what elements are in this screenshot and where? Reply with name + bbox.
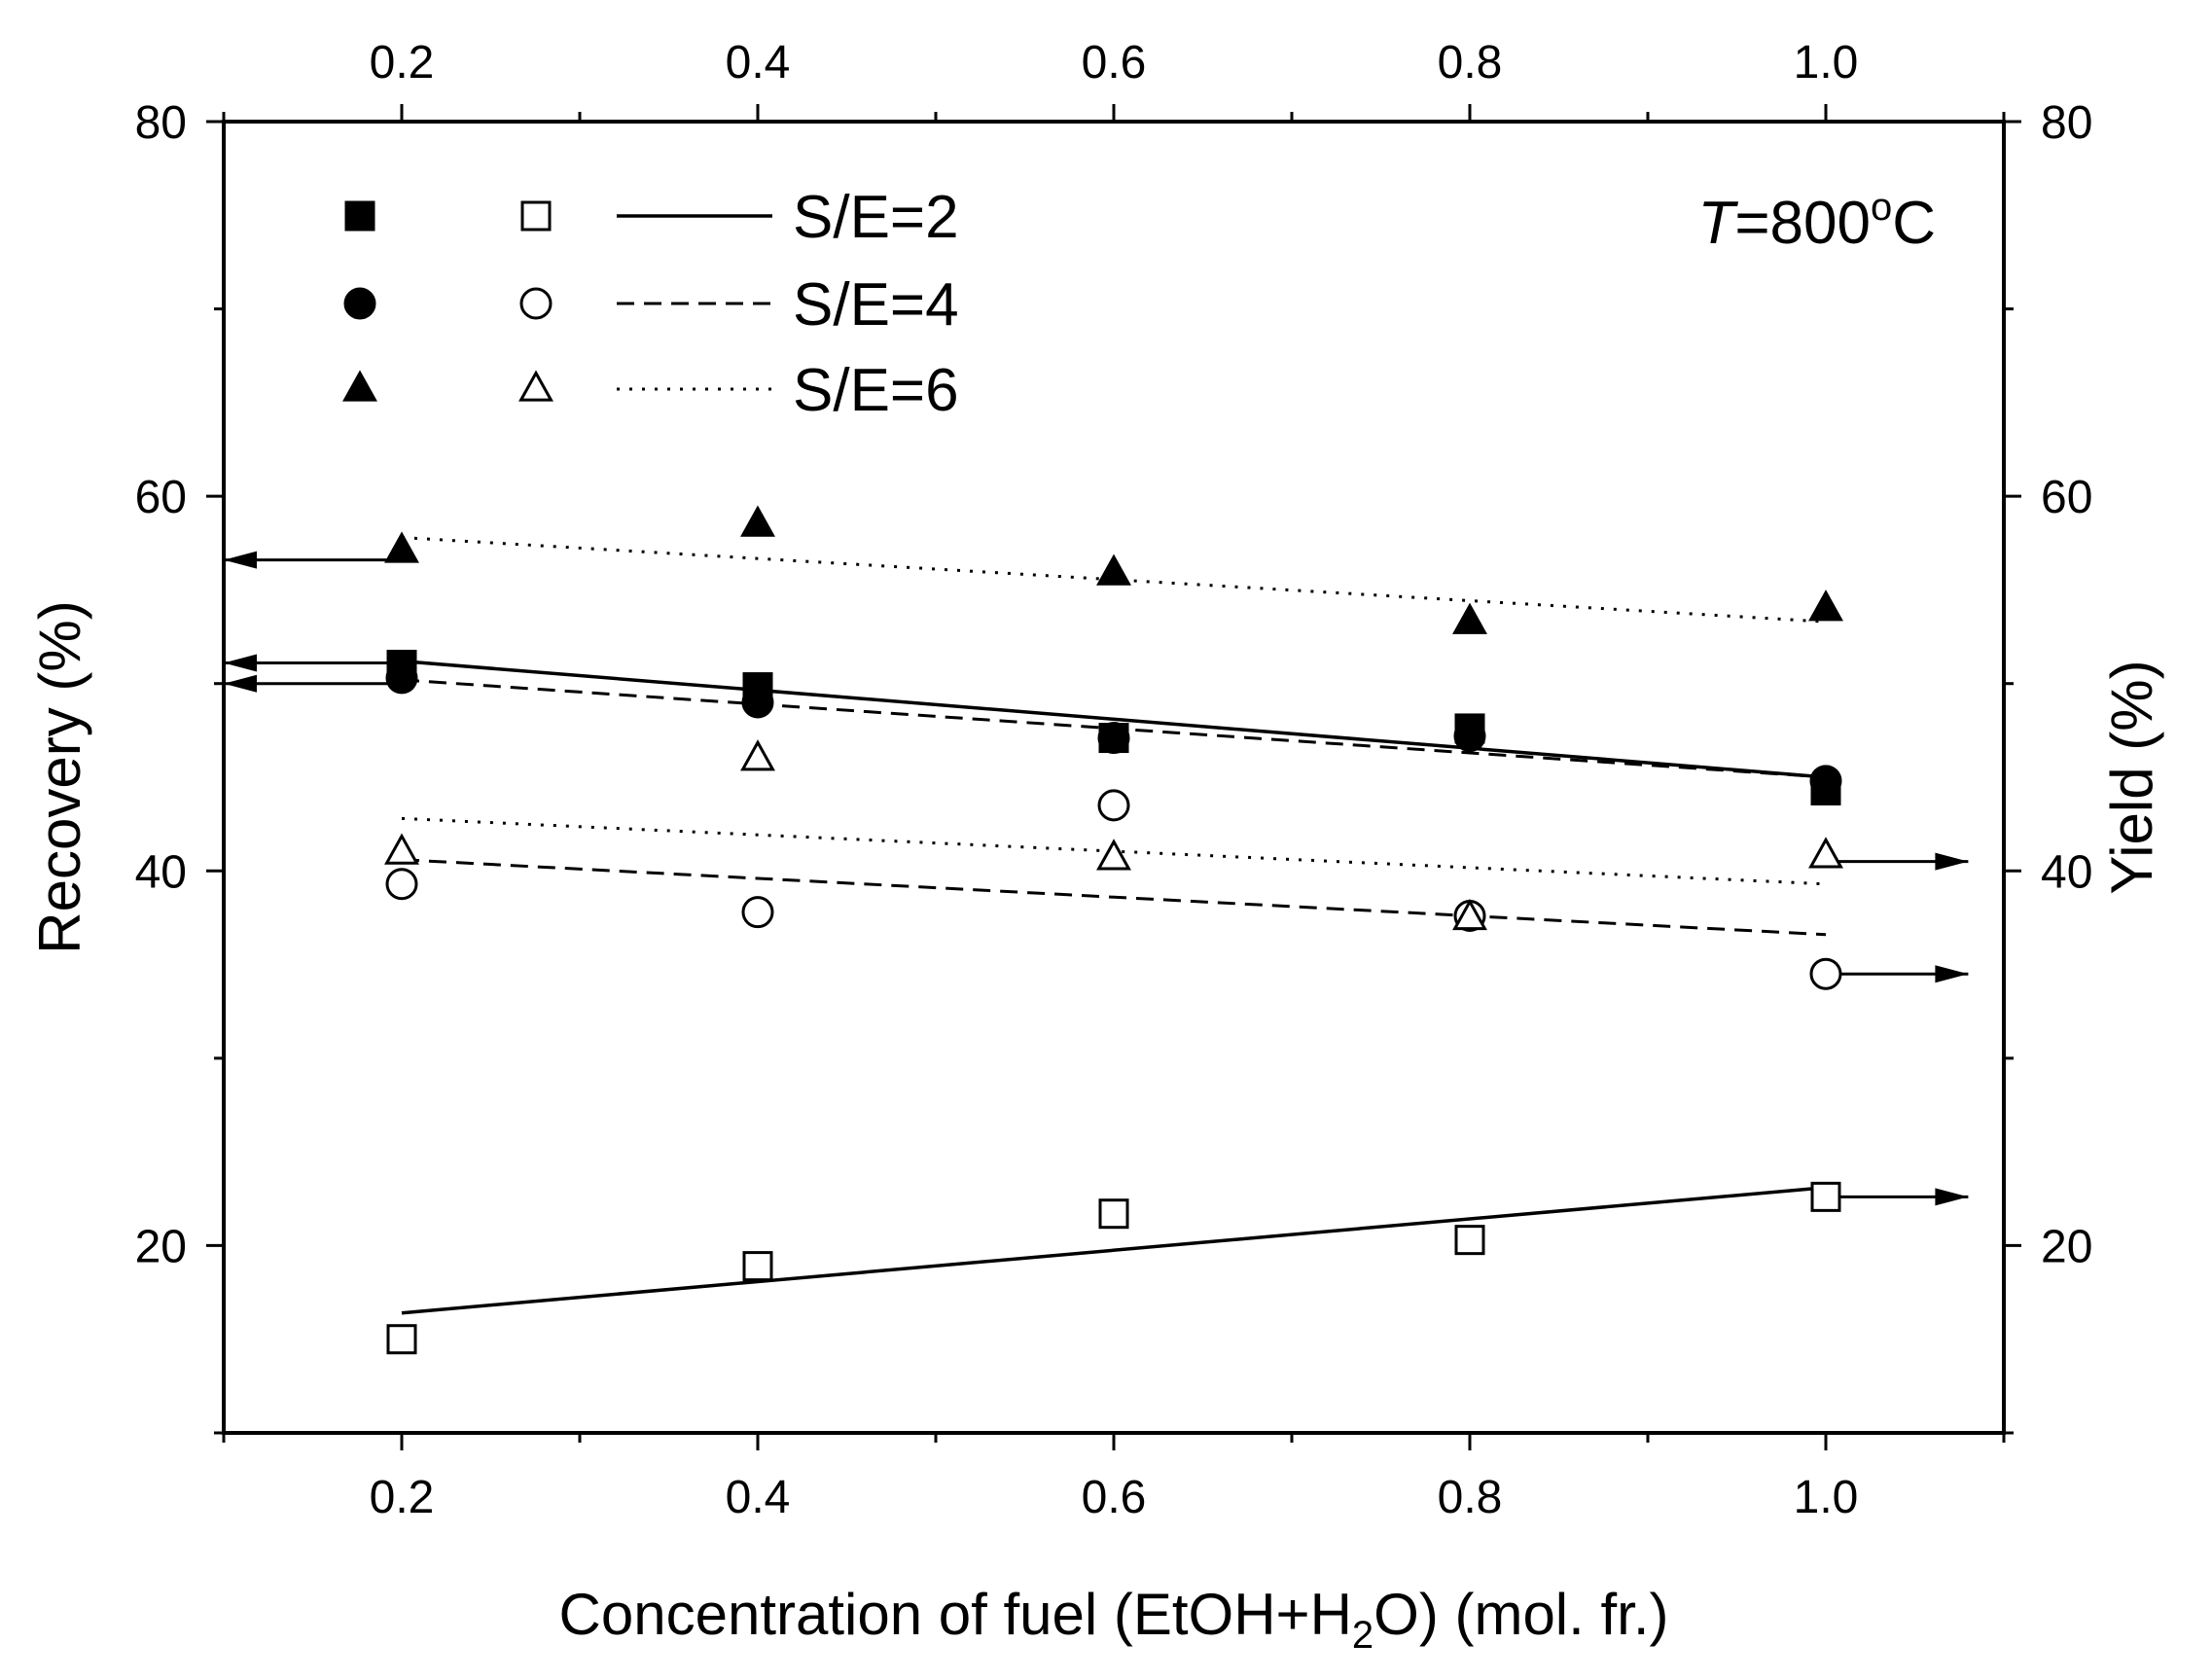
marker-recovery-s-e-6	[1808, 589, 1843, 622]
legend-open-marker-s-e-4	[519, 287, 553, 320]
marker-yield-s-e-2	[1098, 1198, 1129, 1230]
arrow-recovery-s-e-4-head	[224, 674, 257, 693]
y-left-tick-label: 20	[135, 1221, 187, 1272]
fit-line	[401, 1185, 1827, 1315]
x-bottom-tick-label: 0.6	[1082, 1472, 1147, 1523]
fit-line	[401, 858, 1827, 937]
arrow-yield-s-e-6-head	[1935, 852, 1969, 871]
y-right-tick-label: 80	[2041, 97, 2092, 149]
legend: S/E=2 S/E=4 S/E=6	[342, 184, 959, 424]
marker-recovery-s-e-4	[1809, 765, 1842, 798]
legend-filled-marker-s-e-2	[344, 200, 375, 232]
marker-yield-s-e-6	[1808, 837, 1843, 869]
fit-lines	[401, 536, 1827, 1315]
x-axis-title: Concentration of fuel (EtOH+H2O) (mol. f…	[559, 1582, 1669, 1657]
x-top-tick-label: 0.4	[726, 37, 791, 89]
marker-yield-s-e-4	[1809, 957, 1842, 990]
x-top-tick-label: 1.0	[1794, 37, 1859, 89]
y-right-tick-label: 60	[2041, 472, 2092, 523]
marker-recovery-s-e-4	[1453, 720, 1486, 753]
legend-open-marker-s-e-6	[518, 370, 553, 402]
marker-yield-s-e-6	[384, 833, 419, 865]
arrow-recovery-s-e-6-head	[224, 551, 257, 569]
legend-filled-marker-s-e-4	[343, 287, 376, 320]
marker-yield-s-e-2	[742, 1251, 773, 1282]
arrow-yield-s-e-2-head	[1935, 1188, 1969, 1206]
legend-filled-marker-s-e-6	[342, 370, 377, 402]
marker-recovery-s-e-6	[384, 531, 419, 563]
x-top-tick-label: 0.6	[1082, 37, 1147, 89]
marker-yield-s-e-4	[741, 896, 774, 929]
x-top-tick-label: 0.2	[370, 37, 435, 89]
y-left-tick-label: 80	[135, 97, 187, 149]
legend-label: S/E=2	[793, 184, 959, 251]
arrow-yield-s-e-4-head	[1935, 965, 1969, 983]
marker-yield-s-e-6	[1452, 898, 1487, 931]
data-markers	[384, 505, 1843, 1355]
x-bottom-tick-label: 0.2	[370, 1472, 435, 1523]
marker-yield-s-e-2	[1810, 1181, 1841, 1212]
marker-yield-s-e-6	[1096, 839, 1131, 871]
arrow-recovery-s-e-2-head	[224, 654, 257, 672]
y-right-tick-label: 40	[2041, 846, 2092, 898]
marker-recovery-s-e-6	[1452, 602, 1487, 634]
y-right-axis-title: Yield (%)	[2099, 660, 2164, 894]
y-left-tick-label: 60	[135, 472, 187, 523]
marker-recovery-s-e-4	[385, 661, 418, 695]
axis-arrows	[224, 551, 1969, 1206]
legend-label: S/E=6	[793, 357, 959, 424]
axis-ticks: 0.2 0.2 0.4 0.4 0.6 0.6 0.8 0.8 1.0 1.0 20 40 60 80 20…	[135, 37, 2093, 1523]
legend-open-marker-s-e-2	[520, 200, 552, 232]
marker-recovery-s-e-4	[741, 686, 774, 719]
x-bottom-tick-label: 1.0	[1794, 1472, 1859, 1523]
marker-recovery-s-e-4	[1097, 722, 1130, 755]
temperature-annotation: T=800oC	[1697, 186, 1936, 257]
legend-label: S/E=4	[793, 271, 959, 339]
x-bottom-tick-label: 0.4	[726, 1472, 791, 1523]
marker-yield-s-e-4	[1097, 789, 1130, 822]
marker-recovery-s-e-6	[740, 505, 775, 537]
y-left-tick-label: 40	[135, 846, 187, 898]
y-left-axis-title: Recovery (%)	[27, 600, 92, 953]
x-bottom-tick-label: 0.8	[1438, 1472, 1503, 1523]
y-right-tick-label: 20	[2041, 1221, 2092, 1272]
plot-frame	[222, 120, 2006, 1435]
fit-line	[401, 536, 1827, 624]
x-top-tick-label: 0.8	[1438, 37, 1503, 89]
marker-recovery-s-e-6	[1096, 554, 1131, 586]
marker-yield-s-e-2	[386, 1324, 417, 1355]
marker-yield-s-e-6	[740, 739, 775, 771]
marker-yield-s-e-4	[385, 868, 418, 901]
marker-yield-s-e-2	[1454, 1225, 1485, 1256]
fit-line	[401, 659, 1827, 779]
